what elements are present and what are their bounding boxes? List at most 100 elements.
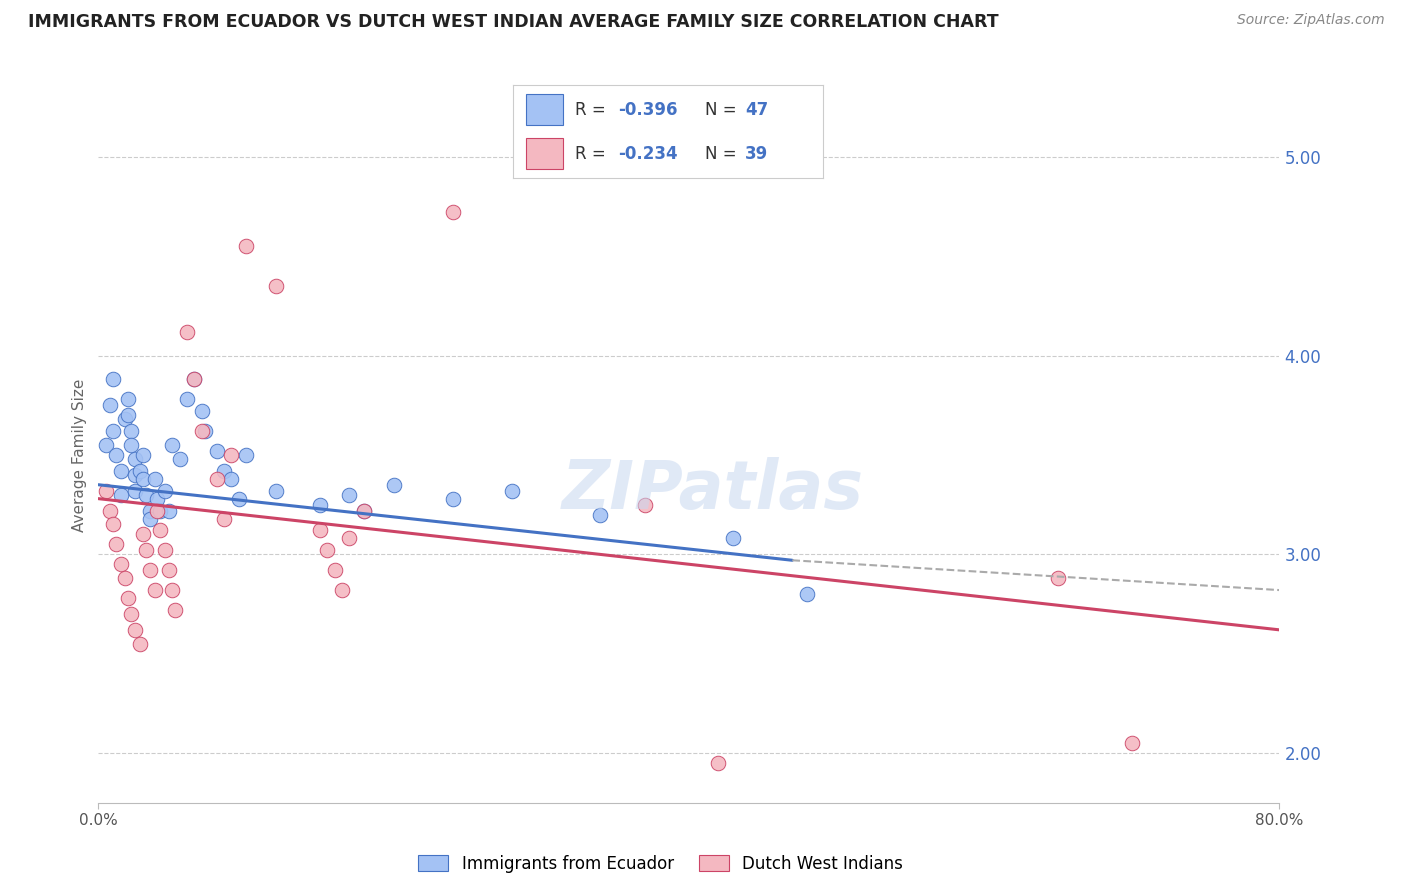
Point <box>339 532 360 546</box>
Point <box>707 756 730 770</box>
Point <box>165 603 187 617</box>
Point <box>103 424 125 438</box>
Point <box>316 543 339 558</box>
Point <box>146 503 169 517</box>
Point <box>194 424 217 438</box>
Point <box>128 637 150 651</box>
Point <box>135 543 157 558</box>
Point <box>124 451 146 466</box>
FancyBboxPatch shape <box>526 138 562 169</box>
Point <box>169 451 191 466</box>
Legend: Immigrants from Ecuador, Dutch West Indians: Immigrants from Ecuador, Dutch West Indi… <box>412 848 910 880</box>
Point <box>353 503 375 517</box>
Point <box>94 483 117 498</box>
Point <box>132 448 155 462</box>
Point <box>219 472 242 486</box>
Point <box>143 472 166 486</box>
Point <box>149 524 172 538</box>
Point <box>205 444 228 458</box>
Point <box>353 503 375 517</box>
Point <box>633 498 655 512</box>
Point <box>162 583 183 598</box>
Point <box>105 537 128 551</box>
Point <box>120 438 142 452</box>
Point <box>110 558 132 572</box>
Y-axis label: Average Family Size: Average Family Size <box>72 378 87 532</box>
Text: IMMIGRANTS FROM ECUADOR VS DUTCH WEST INDIAN AVERAGE FAMILY SIZE CORRELATION CHA: IMMIGRANTS FROM ECUADOR VS DUTCH WEST IN… <box>28 13 998 31</box>
Point <box>212 464 235 478</box>
Point <box>124 483 146 498</box>
Point <box>235 239 257 253</box>
Point <box>501 483 523 498</box>
Text: 39: 39 <box>745 145 769 162</box>
Point <box>114 571 136 585</box>
Point <box>183 372 205 386</box>
Point <box>132 527 155 541</box>
Point <box>264 483 287 498</box>
Point <box>114 412 136 426</box>
Point <box>98 398 121 412</box>
Point <box>1121 736 1143 750</box>
Point <box>120 424 142 438</box>
Point <box>228 491 250 506</box>
Point <box>103 372 125 386</box>
Point <box>153 543 176 558</box>
Point <box>110 464 132 478</box>
Point <box>1046 571 1069 585</box>
Point <box>441 205 464 219</box>
Text: 47: 47 <box>745 101 769 119</box>
Point <box>146 491 169 506</box>
Point <box>339 488 360 502</box>
Text: R =: R = <box>575 101 612 119</box>
Point <box>796 587 818 601</box>
Point <box>94 438 117 452</box>
Point <box>264 279 287 293</box>
Point <box>132 472 155 486</box>
Point <box>330 583 353 598</box>
Point <box>128 464 150 478</box>
Point <box>176 325 198 339</box>
Point <box>382 477 405 491</box>
Point <box>589 508 612 522</box>
Text: N =: N = <box>704 145 742 162</box>
Point <box>117 408 139 422</box>
Point <box>117 392 139 407</box>
Point <box>105 448 128 462</box>
Point <box>124 623 146 637</box>
Point <box>153 483 176 498</box>
Point <box>110 488 132 502</box>
Point <box>212 511 235 525</box>
Point <box>124 467 146 482</box>
Text: -0.234: -0.234 <box>619 145 678 162</box>
Point <box>120 607 142 621</box>
Point <box>441 491 464 506</box>
Point <box>139 563 162 577</box>
Point <box>98 503 121 517</box>
Point <box>183 372 205 386</box>
Point <box>219 448 242 462</box>
Point <box>103 517 125 532</box>
Point <box>191 424 214 438</box>
Point <box>157 563 180 577</box>
Point <box>139 503 162 517</box>
Point <box>309 498 332 512</box>
Text: ZIPatlas: ZIPatlas <box>561 457 863 523</box>
Point <box>309 524 332 538</box>
Point <box>162 438 183 452</box>
Text: R =: R = <box>575 145 612 162</box>
Point <box>235 448 257 462</box>
Point <box>117 591 139 605</box>
Text: -0.396: -0.396 <box>619 101 678 119</box>
Point <box>191 404 214 418</box>
Point <box>139 511 162 525</box>
Text: Source: ZipAtlas.com: Source: ZipAtlas.com <box>1237 13 1385 28</box>
Point <box>205 472 228 486</box>
FancyBboxPatch shape <box>526 95 562 125</box>
Point <box>149 503 172 517</box>
Point <box>143 583 166 598</box>
Point <box>723 532 745 546</box>
Point <box>157 503 180 517</box>
Point <box>323 563 346 577</box>
Point <box>135 488 157 502</box>
Point <box>176 392 198 407</box>
